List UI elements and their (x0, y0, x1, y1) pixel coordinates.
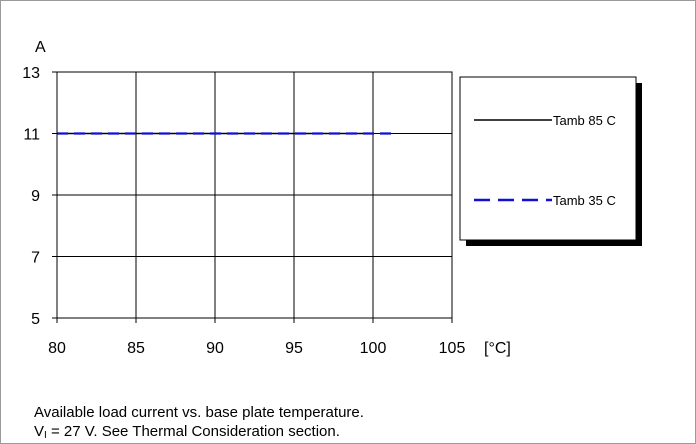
caption: Available load current vs. base plate te… (34, 403, 364, 441)
x-tick-label: 105 (439, 340, 466, 357)
x-tick-label: 95 (285, 340, 303, 357)
legend-label: Tamb 85 C (553, 113, 616, 128)
y-tick-label: 9 (31, 188, 40, 205)
x-axis-unit: [°C] (484, 340, 511, 357)
y-tick-label: 13 (22, 65, 40, 82)
plot-area-border (56, 71, 453, 319)
y-tick-label: 5 (31, 311, 40, 328)
x-tick-label: 100 (360, 340, 387, 357)
legend: Tamb 85 C Tamb 35 C (459, 76, 642, 246)
y-tick-label: 11 (23, 127, 40, 144)
caption-line-2: VI = 27 V. See Thermal Consideration sec… (34, 422, 364, 441)
x-tick-label: 90 (206, 340, 224, 357)
y-axis-label: A (35, 39, 46, 56)
x-tick-label: 85 (127, 340, 145, 357)
legend-label: Tamb 35 C (553, 193, 616, 208)
y-tick-label: 7 (31, 250, 40, 267)
caption-line-2-text: = 27 V. See Thermal Consideration sectio… (46, 423, 340, 440)
caption-line-1: Available load current vs. base plate te… (34, 404, 364, 421)
legend-box (459, 76, 637, 241)
x-tick-label: 80 (48, 340, 66, 357)
voltage-subscript: I (44, 430, 47, 441)
voltage-symbol: V (34, 423, 45, 440)
